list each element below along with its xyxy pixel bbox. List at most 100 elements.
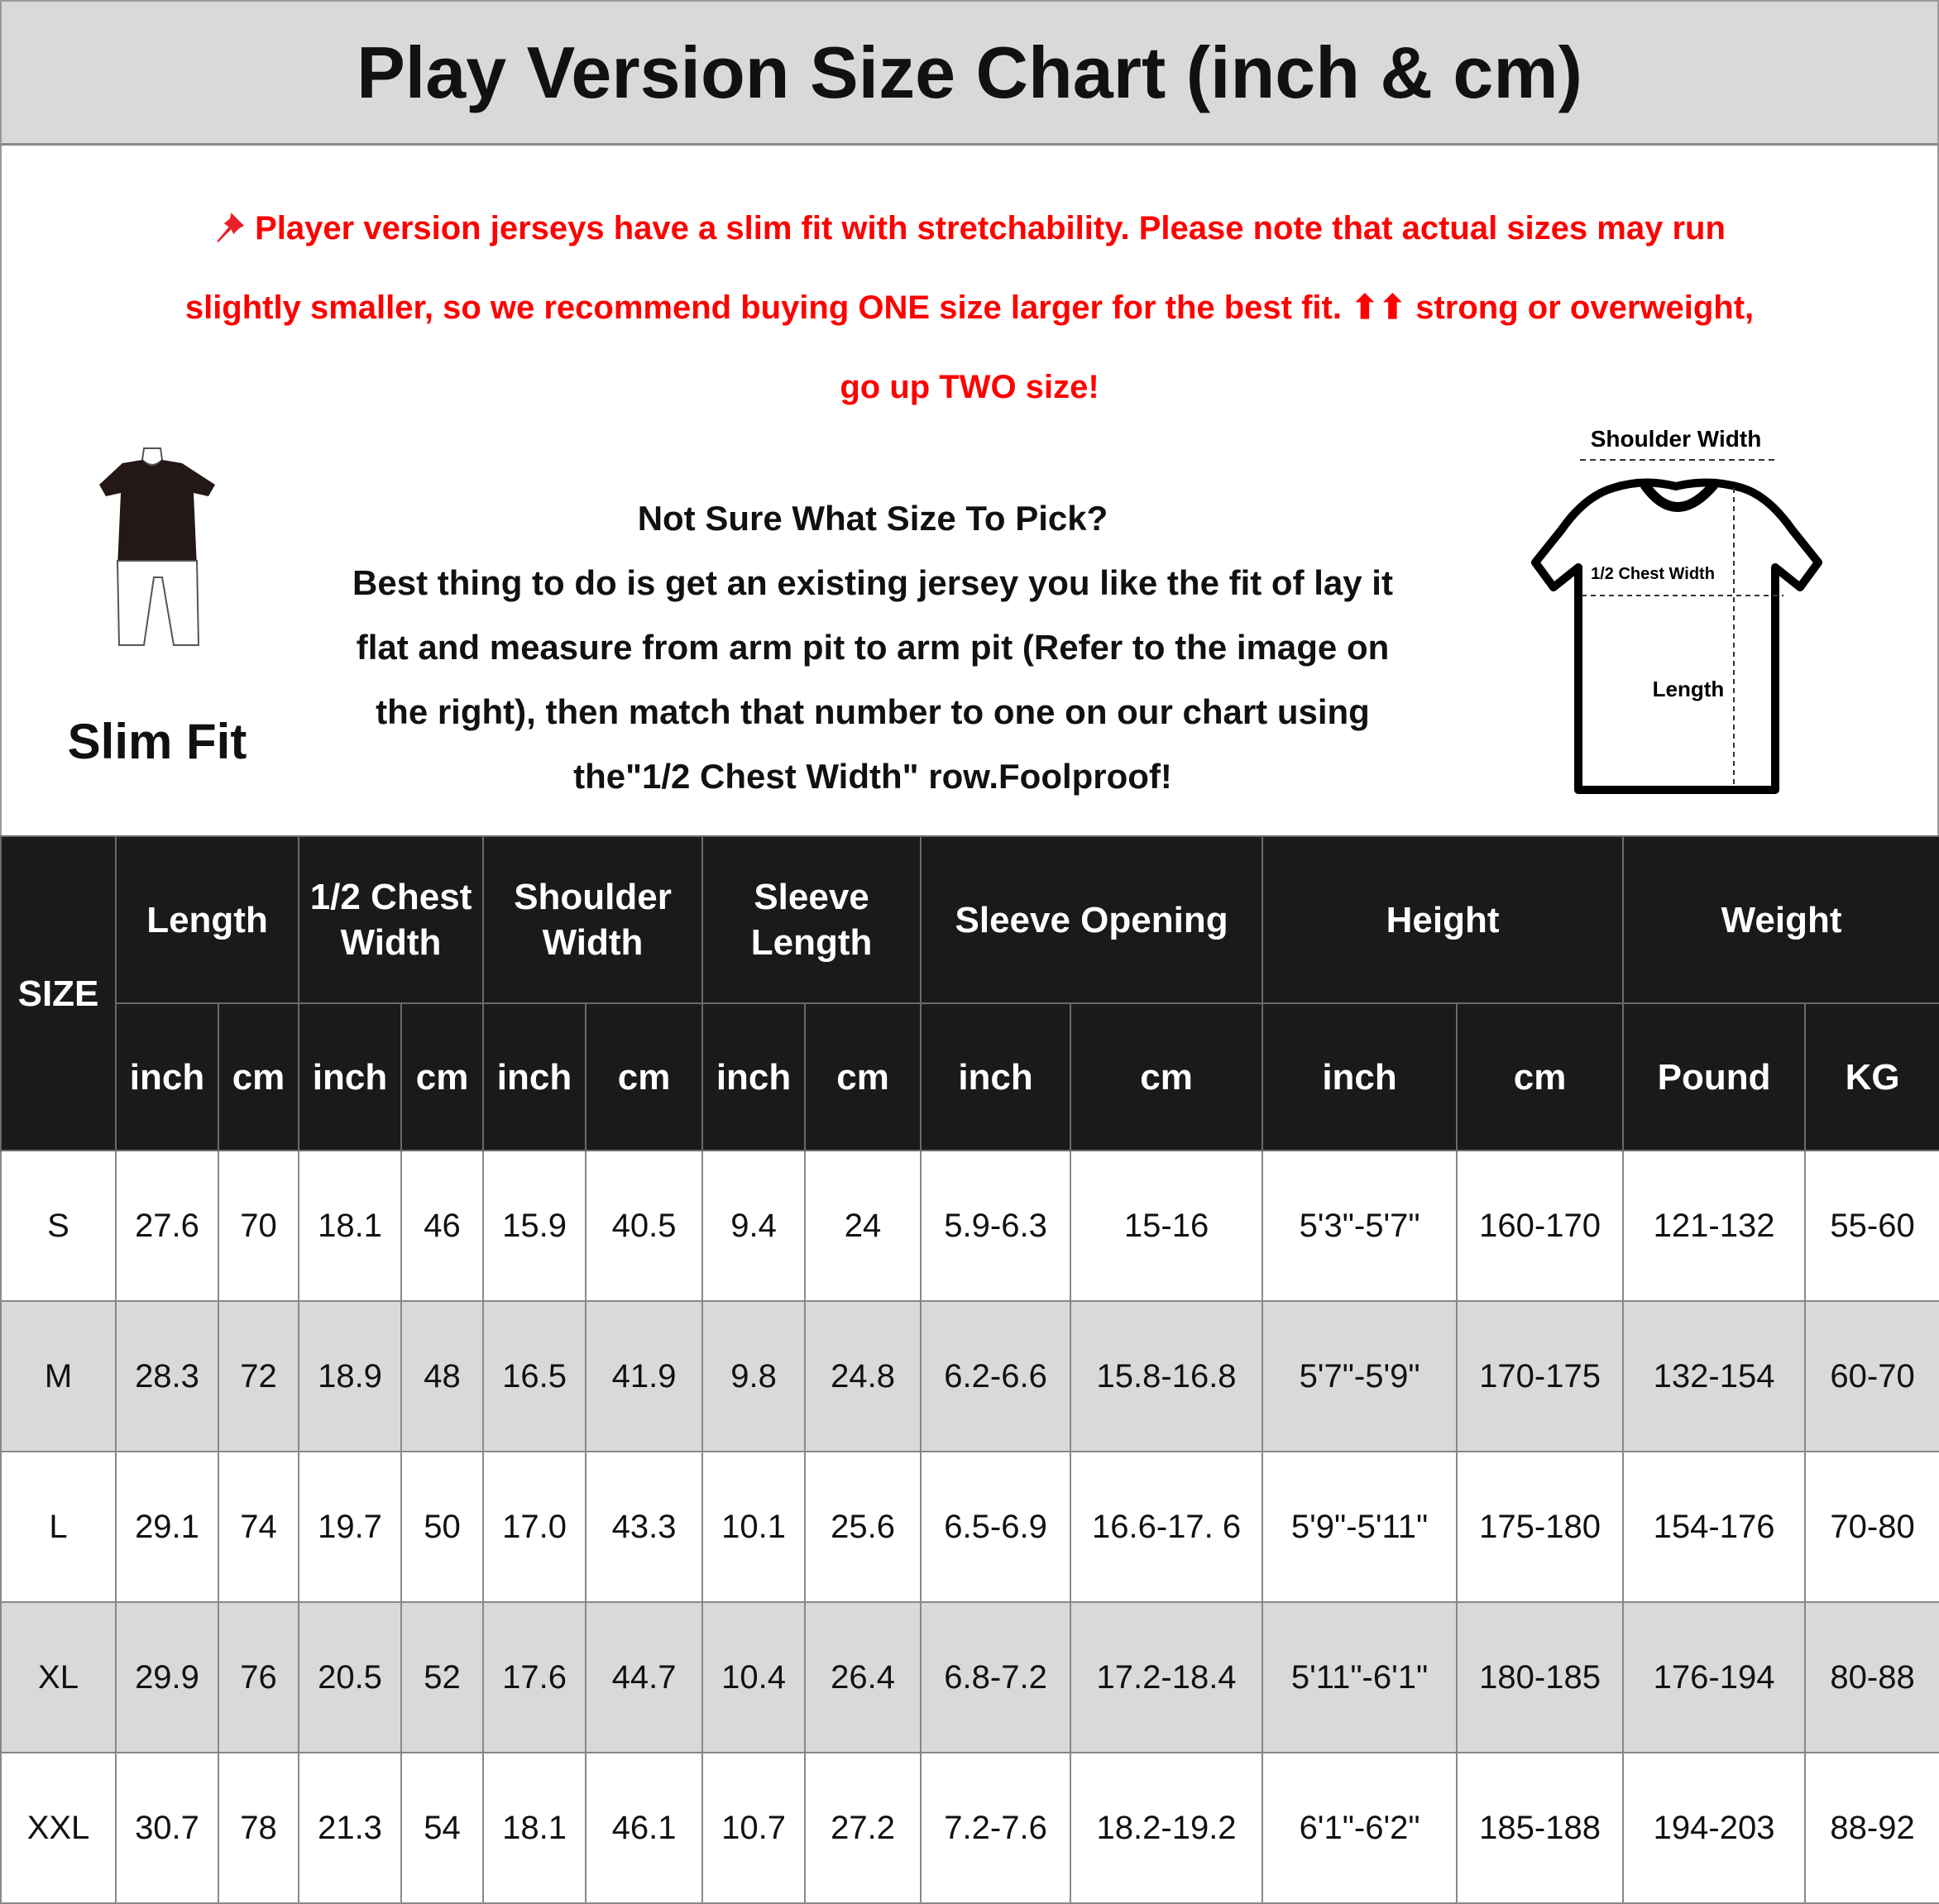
value-cell: 10.7 [701,1752,807,1904]
value-cell: 10.4 [701,1601,807,1753]
unit-header: cm [585,1002,704,1151]
size-cell: L [0,1451,117,1603]
value-cell: 55-60 [1804,1150,1939,1302]
value-cell: 17.0 [482,1451,587,1603]
value-cell: 180-185 [1456,1601,1625,1753]
tshirt-measurement-diagram: Shoulder Width 1/2 Chest Width Length [1531,426,1822,794]
value-cell: 176-194 [1622,1601,1807,1753]
unit-header: cm [1456,1002,1625,1151]
size-cell: M [0,1300,117,1452]
value-cell: 132-154 [1622,1300,1807,1452]
group-header: Sleeve Opening [920,835,1264,1004]
value-cell: 52 [400,1601,485,1753]
value-cell: 170-175 [1456,1300,1625,1452]
unit-header: inch [482,1002,587,1151]
value-cell: 41.9 [585,1300,704,1452]
table-row: S 27.6 70 18.1 46 15.9 40.5 9.4 24 5.9-6.3 15-16 5'… [0,1150,1939,1302]
group-header: Shoulder Width [482,835,704,1004]
value-cell: 70 [217,1150,300,1302]
guide-heading: Not Sure What Size To Pick? [637,499,1108,538]
table-row: XXL 30.7 78 21.3 54 18.1 46.1 10.7 27.2 7.2-7.6 18… [0,1752,1939,1904]
frame-border [1937,146,1939,835]
value-cell: 76 [217,1601,300,1753]
value-cell: 44.7 [585,1601,704,1753]
value-cell: 16.6-17. 6 [1070,1451,1264,1603]
note-line-3: go up TWO size! [840,369,1099,405]
table-row: M 28.3 72 18.9 48 16.5 41.9 9.8 24.8 6.2-6.6 15.8-… [0,1300,1939,1452]
value-cell: 9.8 [701,1300,807,1452]
value-cell: 18.9 [298,1300,403,1452]
value-cell: 19.7 [298,1451,403,1603]
note-line-2: slightly smaller, so we recommend buying… [184,289,1755,326]
unit-header: Pound [1622,1002,1807,1151]
value-cell: 10.1 [701,1451,807,1603]
value-cell: 78 [217,1752,300,1904]
unit-header: cm [400,1002,485,1151]
frame-border [0,146,2,835]
value-cell: 9.4 [701,1150,807,1302]
value-cell: 26.4 [804,1601,922,1753]
guide-line: flat and measure from arm pit to arm pit… [356,628,1390,667]
value-cell: 15.8-16.8 [1070,1300,1264,1452]
size-cell: XXL [0,1752,117,1904]
unit-header: cm [804,1002,922,1151]
unit-header: inch [701,1002,807,1151]
size-guide: Not Sure What Size To Pick? Best thing t… [240,486,1506,809]
value-cell: 154-176 [1622,1451,1807,1603]
slim-fit-figure-icon [99,447,215,646]
value-cell: 6.8-7.2 [920,1601,1072,1753]
value-cell: 88-92 [1804,1752,1939,1904]
value-cell: 46 [400,1150,485,1302]
value-cell: 185-188 [1456,1752,1625,1904]
note-line: Player version jerseys have a slim fit w… [17,189,1922,268]
value-cell: 21.3 [298,1752,403,1904]
note-line-1: Player version jerseys have a slim fit w… [255,210,1726,246]
group-header: Height [1262,835,1625,1004]
unit-header: KG [1804,1002,1939,1151]
value-cell: 54 [400,1752,485,1904]
guide-line: the"1/2 Chest Width" row.Foolproof! [573,757,1172,796]
value-cell: 15-16 [1070,1150,1264,1302]
value-cell: 27.6 [115,1150,219,1302]
value-cell: 5'3"-5'7" [1262,1150,1458,1302]
value-cell: 18.1 [298,1150,403,1302]
size-cell: XL [0,1601,117,1753]
table-row: L 29.1 74 19.7 50 17.0 43.3 10.1 25.6 6.5-6.9 16.6… [0,1451,1939,1603]
value-cell: 28.3 [115,1300,219,1452]
title-bar: Play Version Size Chart (inch & cm) [0,0,1939,146]
unit-header: inch [298,1002,403,1151]
value-cell: 46.1 [585,1752,704,1904]
value-cell: 7.2-7.6 [920,1752,1072,1904]
unit-header: inch [115,1002,219,1151]
value-cell: 80-88 [1804,1601,1939,1753]
length-label: Length [1653,677,1725,701]
value-cell: 72 [217,1300,300,1452]
value-cell: 6'1"-6'2" [1262,1752,1458,1904]
value-cell: 27.2 [804,1752,922,1904]
value-cell: 194-203 [1622,1752,1807,1904]
value-cell: 18.1 [482,1752,587,1904]
value-cell: 18.2-19.2 [1070,1752,1264,1904]
value-cell: 24.8 [804,1300,922,1452]
value-cell: 5.9-6.3 [920,1150,1072,1302]
chest-width-label: 1/2 Chest Width [1591,565,1715,583]
value-cell: 5'7"-5'9" [1262,1300,1458,1452]
value-cell: 15.9 [482,1150,587,1302]
value-cell: 17.6 [482,1601,587,1753]
unit-header: cm [1070,1002,1264,1151]
group-header: Length [114,835,300,1004]
value-cell: 60-70 [1804,1300,1939,1452]
value-cell: 5'9"-5'11" [1262,1451,1458,1603]
value-cell: 29.9 [115,1601,219,1753]
group-header: Sleeve Length [701,835,922,1004]
value-cell: 48 [400,1300,485,1452]
value-cell: 50 [400,1451,485,1603]
value-cell: 16.5 [482,1300,587,1452]
value-cell: 121-132 [1622,1150,1807,1302]
value-cell: 25.6 [804,1451,922,1603]
value-cell: 6.2-6.6 [920,1300,1072,1452]
unit-header: inch [1262,1002,1458,1151]
value-cell: 5'11"-6'1" [1262,1601,1458,1753]
value-cell: 29.1 [115,1451,219,1603]
fit-notice: Player version jerseys have a slim fit w… [17,189,1922,427]
